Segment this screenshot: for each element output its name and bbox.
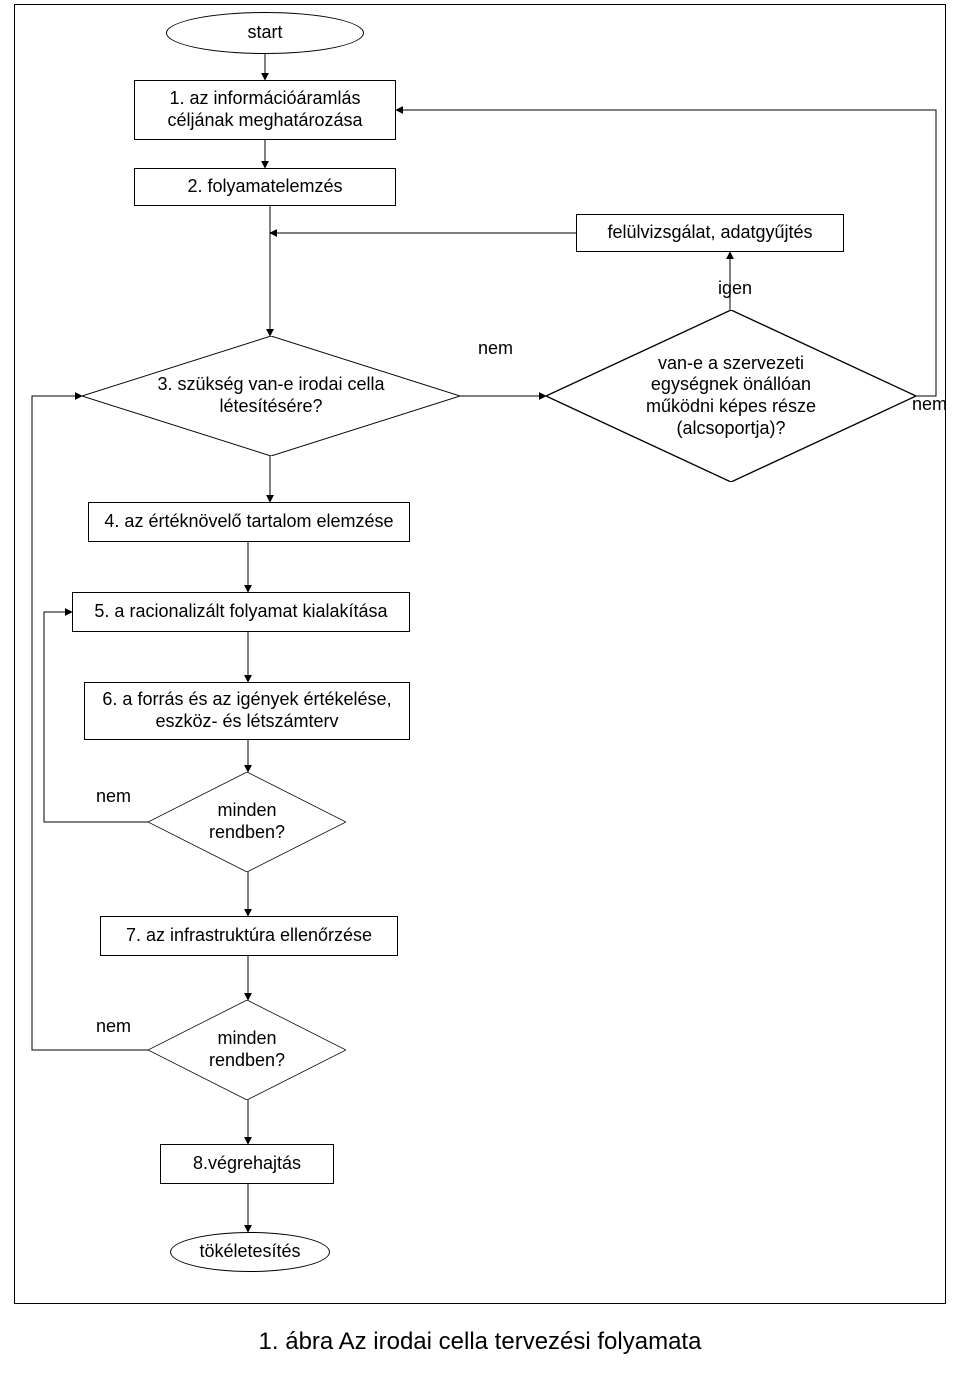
decision-4: minden rendben? [148,1000,346,1100]
start-terminator: start [166,12,364,54]
step-4-box: 4. az értéknövelő tartalom elemzése [88,502,410,542]
decision-1: 3. szükség van-e irodai cella létesítésé… [82,336,460,456]
figure-caption-text: 1. ábra Az irodai cella tervezési folyam… [259,1328,702,1355]
decision-4-label: minden rendben? [182,1024,313,1075]
step-1-box: 1. az információáramlás céljának meghatá… [134,80,396,140]
edge-label-nem-d2: nem [912,394,947,415]
end-label: tökéletesítés [193,1237,306,1267]
figure-caption: 1. ábra Az irodai cella tervezési folyam… [0,1328,960,1356]
decision-2-label: van-e a szervezeti egységnek önállóan mű… [618,349,845,443]
decision-2: van-e a szervezeti egységnek önállóan mű… [546,310,916,482]
step-7-label: 7. az infrastruktúra ellenőrzése [120,921,378,951]
edge-label-nem-d4: nem [96,1016,131,1037]
step-2-label: 2. folyamatelemzés [181,172,348,202]
review-box: felülvizsgálat, adatgyűjtés [576,214,844,252]
step-8-box: 8.végrehajtás [160,1144,334,1184]
edge-label-igen: igen [718,278,752,299]
step-2-box: 2. folyamatelemzés [134,168,396,206]
step-5-box: 5. a racionalizált folyamat kialakítása [72,592,410,632]
decision-3-label: minden rendben? [182,796,313,847]
decision-3: minden rendben? [148,772,346,872]
step-1-label: 1. az információáramlás céljának meghatá… [135,84,395,135]
flowchart-canvas: start 1. az információáramlás céljának m… [0,0,960,1374]
step-6-label: 6. a forrás és az igények értékelése, es… [85,685,409,736]
end-terminator: tökéletesítés [170,1232,330,1272]
edge-label-nem-1: nem [478,338,513,359]
start-label: start [241,18,288,48]
step-8-label: 8.végrehajtás [187,1149,307,1179]
decision-1-label: 3. szükség van-e irodai cella létesítésé… [140,370,401,421]
edge-label-nem-d3: nem [96,786,131,807]
step-5-label: 5. a racionalizált folyamat kialakítása [88,597,393,627]
step-7-box: 7. az infrastruktúra ellenőrzése [100,916,398,956]
review-label: felülvizsgálat, adatgyűjtés [601,218,818,248]
step-4-label: 4. az értéknövelő tartalom elemzése [98,507,399,537]
step-6-box: 6. a forrás és az igények értékelése, es… [84,682,410,740]
